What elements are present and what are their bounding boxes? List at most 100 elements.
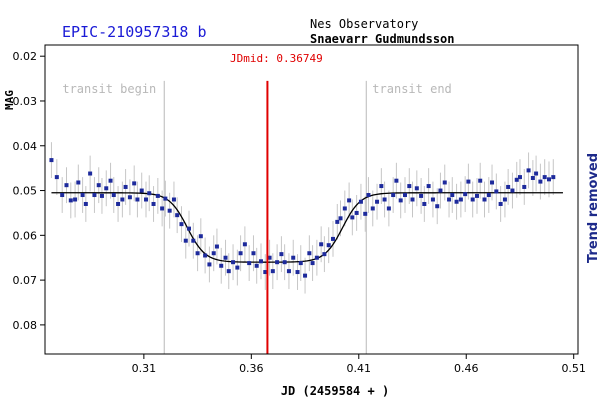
data-point xyxy=(247,261,252,266)
data-point xyxy=(342,206,347,211)
data-point xyxy=(382,197,387,202)
data-point xyxy=(123,184,128,189)
data-point xyxy=(486,193,491,198)
data-point xyxy=(510,188,515,193)
data-point xyxy=(498,201,503,206)
data-point xyxy=(203,253,208,258)
data-point xyxy=(319,242,324,247)
data-point xyxy=(291,255,296,260)
data-point xyxy=(490,180,495,185)
data-point xyxy=(214,244,219,249)
data-point xyxy=(163,196,168,201)
data-point xyxy=(226,269,231,274)
data-point xyxy=(96,183,101,188)
data-point xyxy=(76,180,81,185)
data-point xyxy=(120,197,125,202)
data-point xyxy=(195,251,200,256)
data-point xyxy=(394,178,399,183)
data-point xyxy=(494,189,499,194)
data-point xyxy=(73,197,78,202)
x-tick-label: 0.41 xyxy=(347,362,372,375)
data-point xyxy=(442,180,447,185)
data-point xyxy=(144,197,149,202)
data-point xyxy=(49,158,54,163)
transit-markers: transit begin transit end xyxy=(62,80,452,354)
data-point xyxy=(223,255,228,260)
data-point xyxy=(270,269,275,274)
data-point xyxy=(506,184,511,189)
data-point xyxy=(132,181,137,186)
data-point xyxy=(286,269,291,274)
plot-frame xyxy=(44,44,579,355)
data-point xyxy=(466,179,471,184)
data-point xyxy=(267,255,272,260)
data-point xyxy=(258,259,263,264)
y-tick-label: 0.07 xyxy=(13,274,38,287)
data-point xyxy=(402,193,407,198)
data-point xyxy=(175,213,180,218)
data-point xyxy=(435,204,440,209)
data-point xyxy=(92,193,97,198)
data-point xyxy=(231,260,236,265)
data-point xyxy=(167,208,172,213)
data-point xyxy=(111,193,116,198)
x-tick-label: 0.51 xyxy=(561,362,586,375)
x-tick-label: 0.36 xyxy=(239,362,264,375)
data-point xyxy=(108,178,113,183)
data-point xyxy=(298,261,303,266)
data-point xyxy=(60,193,65,198)
data-point xyxy=(398,198,403,203)
data-point xyxy=(211,251,216,256)
data-point xyxy=(379,184,384,189)
data-point xyxy=(326,243,331,248)
chart-title: EPIC-210957318 b xyxy=(62,23,207,41)
data-point xyxy=(422,201,427,206)
data-point xyxy=(386,206,391,211)
model-curve xyxy=(51,192,563,263)
data-point xyxy=(207,262,212,267)
jdmid-marker: JDmid: 0.36749 xyxy=(230,52,323,354)
data-point xyxy=(235,265,240,270)
data-point xyxy=(335,219,340,224)
data-point xyxy=(502,197,507,202)
data-point xyxy=(183,238,188,243)
data-point xyxy=(303,273,308,278)
data-point xyxy=(68,198,73,203)
data-point xyxy=(251,251,256,256)
data-point xyxy=(526,168,531,173)
data-point xyxy=(358,199,363,204)
data-point xyxy=(447,197,452,202)
error-bars xyxy=(50,142,554,294)
data-point xyxy=(198,234,203,239)
data-point xyxy=(127,195,132,200)
data-point xyxy=(104,186,109,191)
x-tick-label: 0.31 xyxy=(132,362,157,375)
data-point xyxy=(88,171,93,176)
data-point xyxy=(463,192,468,197)
y-tick-label: 0.02 xyxy=(13,50,38,63)
transit-begin-label: transit begin xyxy=(62,82,156,96)
y-tick-label: 0.03 xyxy=(13,95,38,108)
axes: 0.31 0.36 0.41 0.46 0.51 0.02 0.03 0.04 0.05 0.06… xyxy=(13,50,586,375)
data-point xyxy=(295,270,300,275)
transit-end-label: transit end xyxy=(372,82,451,96)
data-point xyxy=(478,178,483,183)
data-points xyxy=(49,158,556,278)
data-point xyxy=(186,226,191,231)
data-point xyxy=(147,191,152,196)
observer-name: Snaevarr Gudmundsson xyxy=(310,32,455,46)
data-point xyxy=(426,184,431,189)
data-point xyxy=(366,193,371,198)
data-point xyxy=(370,206,375,211)
data-point xyxy=(551,175,556,180)
trend-removed-label: Trend removed xyxy=(586,153,600,263)
data-point xyxy=(238,251,243,256)
data-point xyxy=(530,176,535,181)
data-point xyxy=(430,197,435,202)
data-point xyxy=(282,260,287,265)
data-point xyxy=(191,238,196,243)
data-point xyxy=(407,184,412,189)
data-point xyxy=(354,210,359,215)
data-point xyxy=(155,193,160,198)
